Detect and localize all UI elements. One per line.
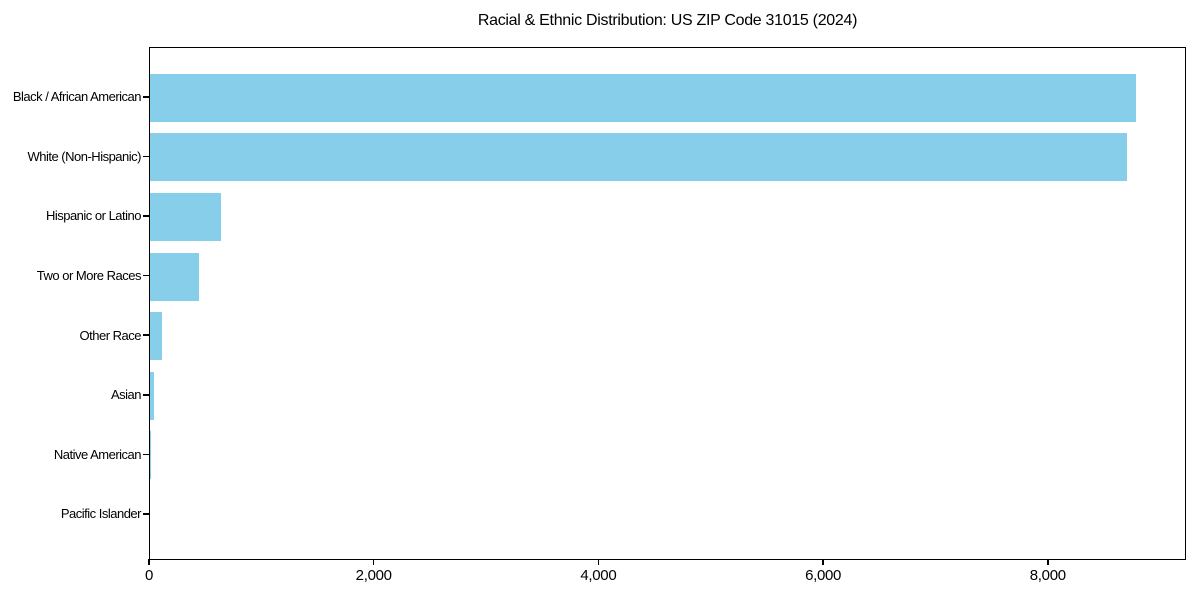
- bar-row: [150, 366, 1185, 426]
- bar-series: [150, 48, 1185, 559]
- bar: [150, 431, 152, 480]
- x-tick-label: 0: [144, 567, 154, 584]
- bar: [150, 192, 221, 241]
- bar-row: [150, 247, 1185, 307]
- y-axis-labels: Black / African American White (Non-Hispa…: [0, 67, 142, 544]
- x-tick-mark: [148, 559, 150, 565]
- x-tick-mark: [1047, 559, 1049, 565]
- y-tick-mark: [143, 513, 149, 515]
- bar-row: [150, 426, 1185, 486]
- y-tick-label: Hispanic or Latino: [45, 208, 142, 224]
- bar: [150, 252, 199, 301]
- y-tick-mark: [143, 334, 149, 336]
- bar: [150, 133, 1128, 182]
- bar-row: [150, 128, 1185, 188]
- x-tick-mark: [372, 559, 375, 565]
- plot-area: [149, 47, 1186, 560]
- chart-title: Racial & Ethnic Distribution: US ZIP Cod…: [477, 12, 858, 29]
- y-tick-mark: [143, 274, 149, 277]
- y-tick-mark: [143, 394, 149, 396]
- bar-row: [150, 485, 1185, 545]
- bar-row: [150, 306, 1185, 366]
- y-tick-label: Native American: [53, 446, 142, 462]
- bar: [150, 73, 1136, 122]
- x-tick-mark: [597, 559, 600, 565]
- y-tick-mark: [143, 155, 149, 158]
- y-tick-label: Other Race: [79, 327, 142, 343]
- bar: [150, 371, 155, 420]
- y-tick-label: Two or More Races: [36, 268, 142, 284]
- x-tick-label: 2,000: [355, 567, 392, 584]
- y-tick-label: Asian: [110, 387, 142, 403]
- y-tick-mark: [143, 96, 149, 98]
- y-tick-label: White (Non-Hispanic): [27, 148, 141, 164]
- y-tick-label: Black / African American: [12, 89, 142, 105]
- bar-row: [150, 68, 1185, 128]
- x-tick-label: 4,000: [580, 567, 617, 584]
- y-tick-label: Pacific Islander: [60, 506, 142, 522]
- bar-row: [150, 187, 1185, 247]
- x-tick-label: 8,000: [1029, 567, 1066, 584]
- y-tick-mark: [143, 453, 149, 456]
- y-tick-mark: [143, 215, 149, 217]
- x-tick-mark: [822, 559, 824, 565]
- bar: [150, 312, 163, 361]
- x-tick-label: 6,000: [805, 567, 842, 584]
